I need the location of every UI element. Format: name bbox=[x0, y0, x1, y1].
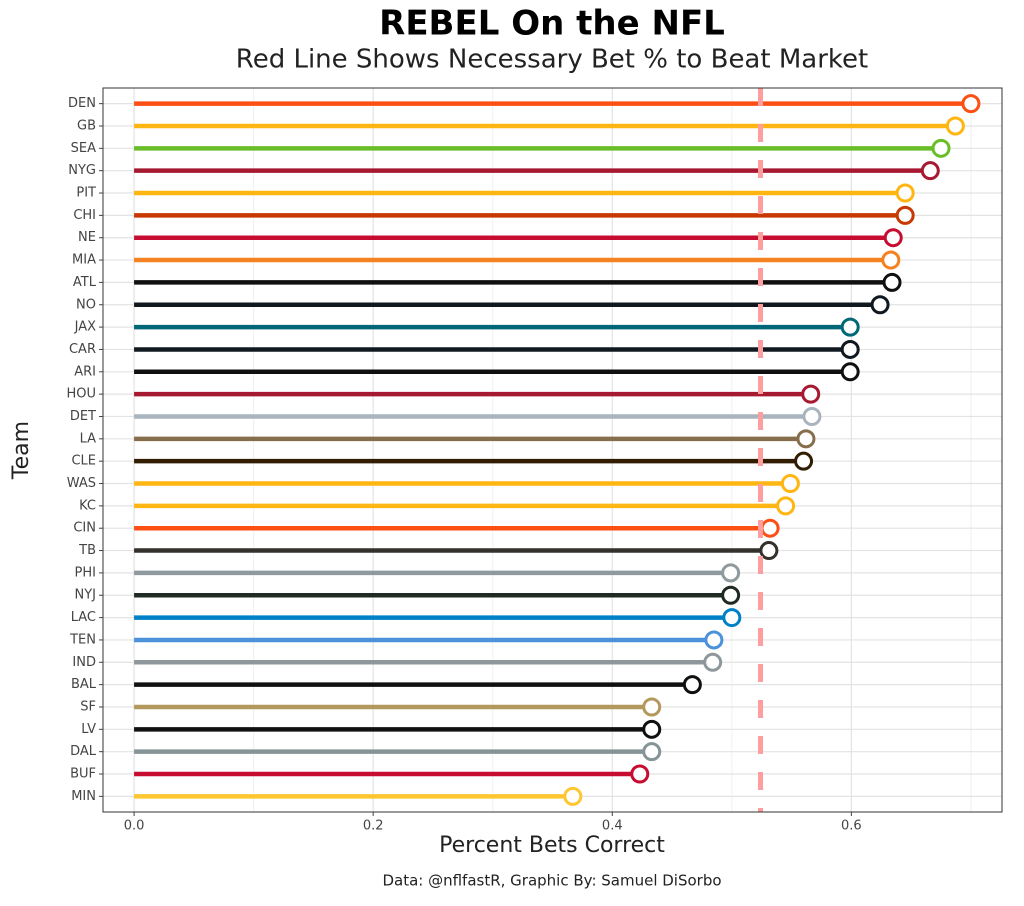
x-tick-label: 0.4 bbox=[602, 819, 623, 834]
team-marker bbox=[704, 630, 724, 650]
team-marker bbox=[840, 362, 860, 382]
y-tick-label: DEN bbox=[68, 96, 96, 111]
y-tick-label: PHI bbox=[75, 565, 96, 580]
y-tick-label: BAL bbox=[71, 677, 97, 692]
team-marker bbox=[802, 406, 822, 426]
y-tick-label: SF bbox=[80, 699, 96, 714]
team-marker bbox=[920, 161, 940, 181]
team-marker bbox=[840, 317, 860, 337]
y-tick-label: MIN bbox=[71, 789, 96, 804]
y-tick-label: MIA bbox=[72, 253, 96, 268]
team-marker bbox=[840, 339, 860, 359]
y-tick-label: JAX bbox=[74, 320, 96, 335]
x-axis-title: Percent Bets Correct bbox=[439, 833, 665, 858]
y-tick-label: IND bbox=[72, 655, 96, 670]
y-tick-label: WAS bbox=[67, 476, 96, 491]
team-marker bbox=[883, 228, 903, 248]
caption: Data: @nflfastR, Graphic By: Samuel DiSo… bbox=[382, 872, 721, 890]
team-marker bbox=[721, 585, 741, 605]
y-tick-label: PIT bbox=[76, 186, 96, 201]
team-marker bbox=[630, 764, 650, 784]
y-tick-label: DAL bbox=[70, 744, 97, 759]
y-tick-label: CHI bbox=[73, 208, 96, 223]
y-tick-label: NO bbox=[76, 297, 96, 312]
y-tick-label: CIN bbox=[73, 521, 96, 536]
team-marker bbox=[642, 697, 662, 717]
chart-subtitle: Red Line Shows Necessary Bet % to Beat M… bbox=[236, 45, 868, 75]
y-tick-label: LAC bbox=[71, 610, 96, 625]
y-tick-label: HOU bbox=[66, 387, 96, 402]
plot-panel bbox=[103, 88, 1002, 812]
team-marker bbox=[721, 563, 741, 583]
team-marker bbox=[895, 183, 915, 203]
team-marker bbox=[776, 496, 796, 516]
team-marker bbox=[682, 675, 702, 695]
team-marker bbox=[722, 608, 742, 628]
y-tick-label: NYG bbox=[68, 163, 96, 178]
team-marker bbox=[895, 205, 915, 225]
panel-border bbox=[102, 87, 1003, 813]
y-tick-label: CLE bbox=[71, 454, 96, 469]
x-tick-label: 0.2 bbox=[363, 819, 384, 834]
team-marker bbox=[882, 272, 902, 292]
y-tick-label: GB bbox=[77, 118, 96, 133]
chart-title: REBEL On the NFL bbox=[379, 4, 725, 44]
y-tick-label: TB bbox=[78, 543, 96, 558]
y-tick-label: ATL bbox=[73, 275, 97, 290]
y-tick-label: NE bbox=[78, 230, 96, 245]
team-marker bbox=[760, 518, 780, 538]
y-tick-label: KC bbox=[79, 498, 96, 513]
y-tick-label: NYJ bbox=[75, 588, 97, 603]
y-tick-label: ARI bbox=[74, 364, 96, 379]
x-tick-label: 0.6 bbox=[841, 819, 862, 834]
team-marker bbox=[759, 541, 779, 561]
y-tick-label: LA bbox=[80, 431, 97, 446]
y-axis-title: Team bbox=[9, 421, 34, 480]
team-marker bbox=[796, 429, 816, 449]
team-marker bbox=[703, 652, 723, 672]
y-tick-label: LV bbox=[81, 722, 96, 737]
team-marker bbox=[563, 786, 583, 806]
team-marker bbox=[780, 474, 800, 494]
team-marker bbox=[642, 719, 662, 739]
y-tick-label: SEA bbox=[71, 141, 96, 156]
team-marker bbox=[945, 116, 965, 136]
team-marker bbox=[801, 384, 821, 404]
y-tick-label: TEN bbox=[69, 632, 96, 647]
team-marker bbox=[961, 94, 981, 114]
team-marker bbox=[870, 295, 890, 315]
y-tick-label: BUF bbox=[70, 767, 96, 782]
x-tick-label: 0.0 bbox=[124, 819, 145, 834]
y-tick-label: DET bbox=[70, 409, 96, 424]
team-marker bbox=[794, 451, 814, 471]
team-marker bbox=[642, 742, 662, 762]
team-marker bbox=[931, 138, 951, 158]
y-tick-label: CAR bbox=[69, 342, 96, 357]
team-marker bbox=[881, 250, 901, 270]
